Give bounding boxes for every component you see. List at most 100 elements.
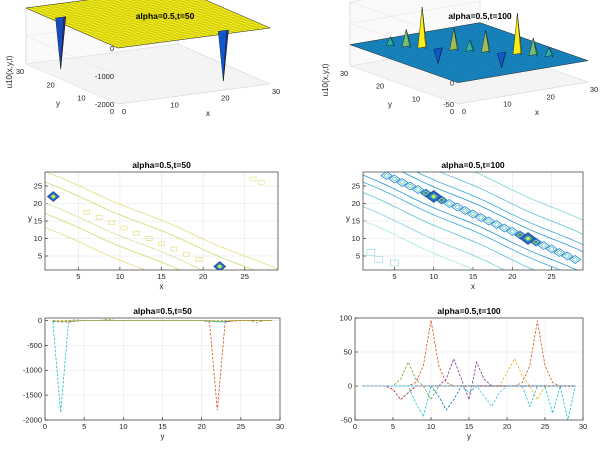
y-tick-label: 0 [450,107,454,116]
mesh-line [111,25,264,46]
y-tick-label: 0 [348,382,352,391]
mesh-line [102,21,255,42]
y-tick-label: 20 [46,80,54,89]
contour-cell [443,199,456,208]
mesh-line [96,18,249,39]
contour-cell [508,229,516,234]
contour-line [45,172,278,270]
mesh-line [87,14,240,35]
mesh-line [35,0,128,13]
y-axis-label: y [388,100,392,109]
contour-cell [461,208,469,213]
z-axis-label: u10(x,y,t) [321,63,330,96]
contour-line [145,236,153,241]
contour-cell [563,253,571,259]
contour-cell [383,173,390,178]
plot-title: alpha=0.5,t=50 [132,160,191,170]
mesh-line [378,32,509,55]
z-axis-label-text: u10(x,y,t) [5,55,14,88]
spike [485,30,491,54]
surface-plot-1: 0-1000-200001020300102030xyu10(x,y,t)alp… [5,0,280,118]
contour-line [363,220,476,270]
x-tick-label: 10 [116,272,124,281]
x-tick-label: 10 [427,422,435,431]
y-tick-label: 0 [38,316,42,325]
peak-marker [51,194,55,199]
contour-line [183,251,190,257]
mesh-line [62,3,215,25]
x-tick-label: 5 [82,422,86,431]
contour-plot-3: 5 10 15 20 25 5 10 15 20 25 x alpha=0.5,t=50 y [28,160,279,291]
x-tick-label: 25 [547,272,555,281]
x-tick-label: 15 [469,272,477,281]
contour-cell [568,255,582,264]
spike [421,6,427,49]
series-line-x=22 [362,319,576,387]
contour-cell [451,202,464,212]
contour-cell [398,180,406,185]
mesh-line [414,45,545,68]
plot-frame [354,317,584,421]
contour-cell [438,197,445,203]
mesh-line [68,6,221,27]
z-tick-label: 0 [110,44,114,53]
contour-line [390,259,399,267]
x-tick-label: 15 [465,422,473,431]
y-tick-label: 25 [34,182,42,191]
contour-lines [45,172,278,270]
contour-cell [477,215,485,220]
mesh-line [349,22,481,45]
x-tick-label: 15 [158,422,166,431]
contour-line [438,172,583,235]
contour-cell [474,213,488,222]
x-tick-label: 25 [237,422,245,431]
mesh-line [71,7,225,29]
plot-title: alpha=0.5,t=50 [133,306,192,316]
z-axis-label: u10(x,y,t) [5,55,14,88]
contour-cell [411,185,425,194]
mesh-line [443,55,574,78]
contour-line [83,209,90,215]
contour-cell [380,172,393,180]
contour-cell [532,239,540,245]
plot-frame [362,171,584,271]
mesh-line [114,26,267,47]
contour-line [401,172,583,253]
x-tick-label: 5 [392,272,396,281]
mesh-line [447,56,578,79]
contour-line [258,180,265,185]
contour-cell [561,251,574,261]
contour-line [473,172,583,221]
mesh-line [81,11,234,33]
mesh-line [99,19,252,41]
contour-cell [469,211,477,217]
contour-cell [485,218,493,224]
y-tick-label: 25 [352,182,360,191]
y-tick-label: 5 [38,252,42,261]
contour-line [45,181,256,270]
contour-line [363,206,506,270]
y-tick-label: 30 [16,67,24,76]
spike [390,36,395,48]
x-tick-label: 10 [430,272,438,281]
contour-cell [453,204,461,210]
contour-cell [506,227,519,236]
mesh-line [84,13,237,34]
z-tick-label: -2000 [95,100,114,109]
x-tick-label: 30 [276,422,284,431]
contour-cell [466,209,480,219]
y-tick-label: 15 [34,217,42,226]
peak-marker [432,194,436,199]
contour-line [45,227,147,270]
series-line-x=16 [362,385,576,408]
mesh-line [396,39,527,62]
y-tick-label: -2000 [23,416,42,425]
x-tick-label: 20 [508,272,516,281]
y-tick-label: 30 [340,69,348,78]
y-tick-label: 10 [352,234,360,243]
contour-line [374,256,384,263]
contour-plot-4: 5 10 15 20 25 5 10 15 20 25 x alpha=0.5,t=100 y [346,160,584,291]
contour-cell [553,248,566,257]
spike [406,29,411,49]
